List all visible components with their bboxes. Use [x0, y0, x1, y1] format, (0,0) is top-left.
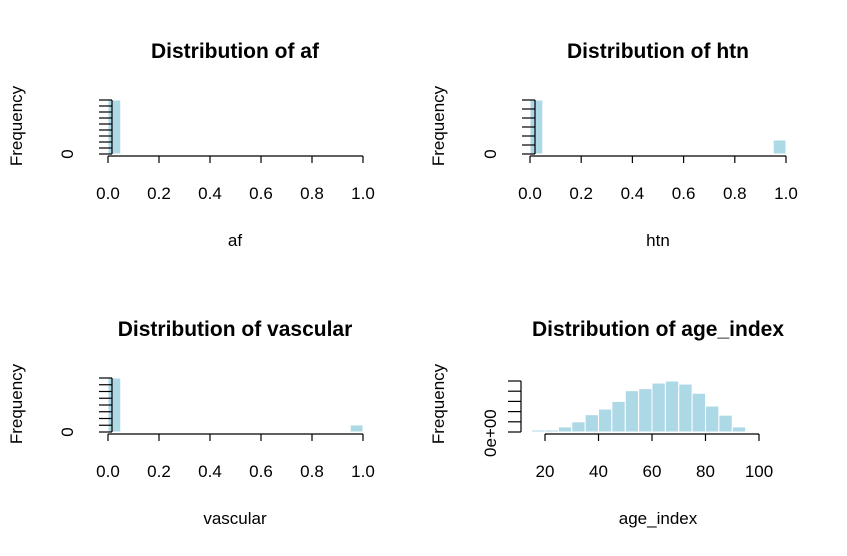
histogram-bar — [107, 99, 122, 155]
x-tick-label: 0.4 — [198, 462, 222, 481]
x-axis-label: htn — [646, 231, 670, 250]
x-tick-label: 0.2 — [569, 184, 593, 203]
histogram-bar — [624, 390, 640, 433]
y-axis-label: Frequency — [429, 363, 448, 444]
histogram-bar — [705, 405, 720, 433]
x-tick-label: 0.0 — [518, 184, 542, 203]
histogram-bar — [772, 139, 787, 155]
y-axis-label: Frequency — [429, 85, 448, 166]
x-tick-label: 1.0 — [774, 184, 798, 203]
chart-title: Distribution of htn — [567, 40, 749, 63]
x-tick-label: 1.0 — [351, 184, 375, 203]
histogram-panel-3: Distribution of vascular 0.0 0.2 0.4 0.6 0.8 1… — [7, 318, 375, 528]
histogram-bar — [731, 426, 747, 433]
y-tick-label: 0 — [58, 427, 77, 436]
histogram-bar — [598, 408, 613, 433]
x-tick-label: 60 — [643, 462, 662, 481]
y-axis-label: Frequency — [7, 85, 26, 166]
histogram-bar — [638, 388, 653, 433]
y-tick-label: 0 — [58, 149, 77, 158]
x-tick-label: 0.6 — [672, 184, 696, 203]
x-tick-label: 0.0 — [96, 462, 120, 481]
histogram-bar — [664, 380, 680, 433]
x-tick-label: 0.6 — [249, 462, 273, 481]
x-tick-label: 0.2 — [147, 184, 171, 203]
x-tick-label: 0.4 — [621, 184, 645, 203]
histogram-panel-4: Distribution of age_index 20 40 60 80 100 0e+0… — [429, 318, 784, 528]
x-tick-label: 1.0 — [351, 462, 375, 481]
histogram-bar — [691, 392, 706, 433]
histogram-panel-1: Distribution of af 0.0 0.2 0.4 0.6 0.8 1.0 0 Fre… — [7, 40, 375, 250]
histogram-bar — [651, 382, 666, 433]
x-tick-label: 0.2 — [147, 462, 171, 481]
histogram-bar — [557, 426, 573, 433]
histogram-bar — [678, 383, 693, 433]
chart-title: Distribution of age_index — [532, 318, 784, 341]
chart-title: Distribution of af — [151, 40, 320, 63]
x-tick-label: 0.0 — [96, 184, 120, 203]
histogram-bar — [584, 414, 599, 433]
y-tick-label: 0 — [481, 149, 500, 158]
histogram-bar — [611, 400, 626, 433]
chart-title: Distribution of vascular — [118, 318, 353, 341]
x-tick-label: 0.6 — [249, 184, 273, 203]
x-tick-label: 80 — [696, 462, 715, 481]
x-tick-label: 0.8 — [300, 462, 324, 481]
histogram-panel-2: Distribution of htn 0.0 0.2 0.4 0.6 0.8 1.0 0 Fr… — [429, 40, 798, 250]
x-tick-label: 0.8 — [300, 184, 324, 203]
histogram-bar — [544, 429, 559, 433]
x-tick-label: 40 — [589, 462, 608, 481]
x-tick-label: 20 — [536, 462, 555, 481]
histogram-bar — [531, 429, 546, 433]
histogram-bar — [349, 424, 364, 433]
x-axis-label: vascular — [203, 509, 267, 528]
histogram-bar — [571, 421, 586, 433]
x-tick-label: 0.8 — [723, 184, 747, 203]
y-tick-label: 0e+00 — [481, 409, 500, 457]
x-axis-label: af — [228, 231, 242, 250]
y-axis-label: Frequency — [7, 363, 26, 444]
histogram-bar — [718, 414, 733, 433]
x-tick-label: 0.4 — [198, 184, 222, 203]
x-tick-label: 100 — [745, 462, 773, 481]
x-axis-label: age_index — [619, 509, 698, 528]
